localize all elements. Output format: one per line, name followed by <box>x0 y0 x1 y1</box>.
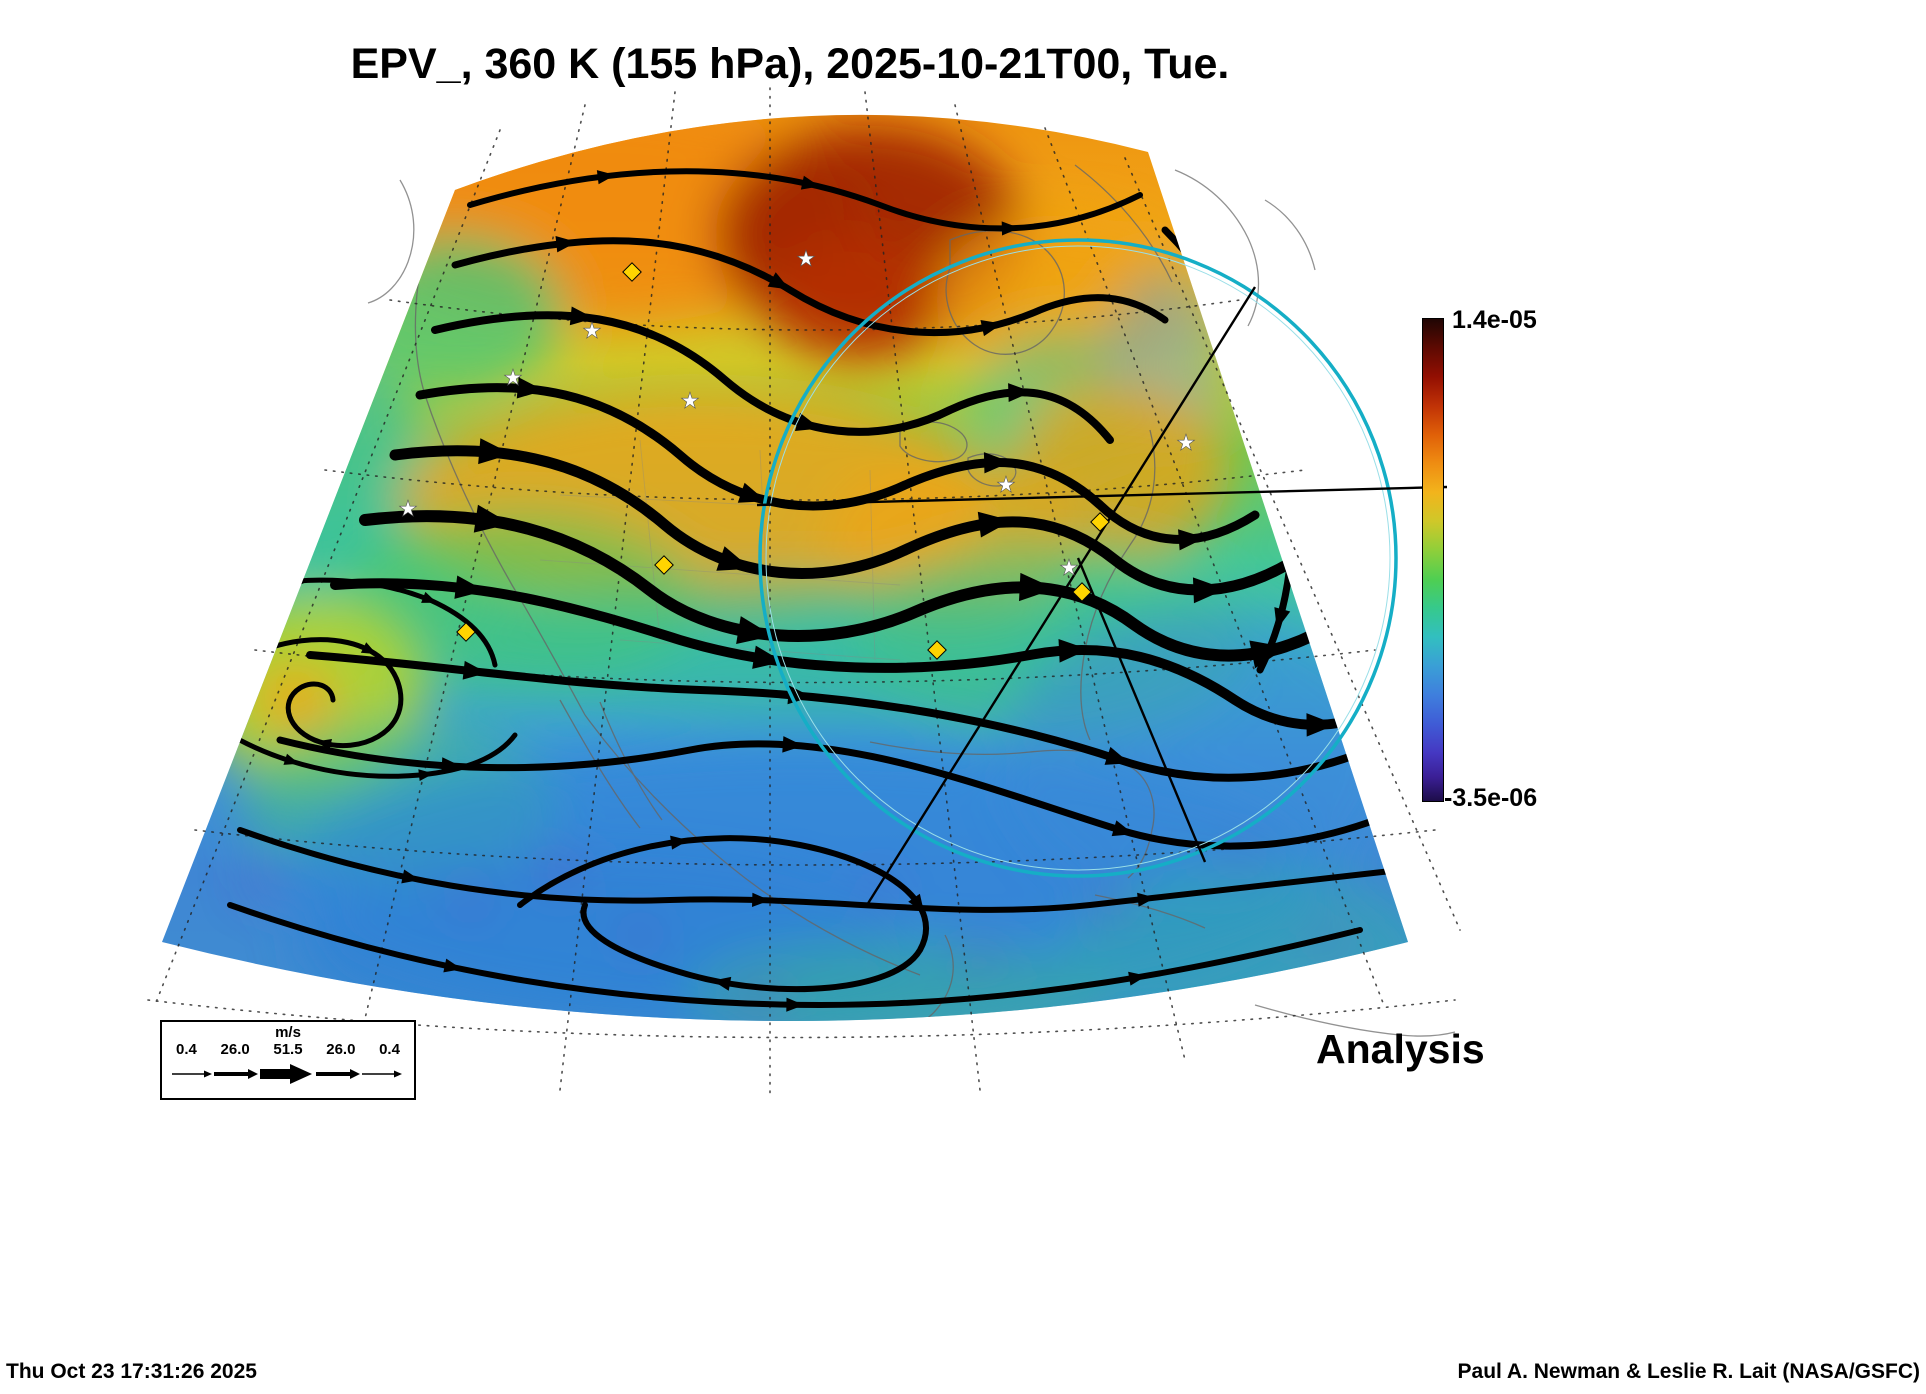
streamline-arrowhead-icon <box>555 235 577 253</box>
streamline-arrowhead-icon <box>478 438 512 465</box>
streamline-arrowhead-icon <box>716 546 752 571</box>
wind-legend-tick: 26.0 <box>326 1041 356 1058</box>
azimuth-line-horizontal <box>756 485 1448 507</box>
station-star-markers: ★ ★ ★ ★ ★ ★ ★ ★ <box>398 247 1196 582</box>
range-circle-inner <box>765 245 1391 871</box>
station-diamond-markers <box>456 262 1110 660</box>
diamond-marker-icon <box>1072 582 1092 602</box>
streamline-arrowhead-icon <box>1137 892 1156 907</box>
render-timestamp: Thu Oct 23 17:31:26 2025 <box>6 1360 257 1383</box>
streamline-arrowhead-icon <box>752 645 784 669</box>
streamline-arrowhead-icon <box>401 869 421 884</box>
wind-legend-tick: 51.5 <box>273 1041 303 1058</box>
streamline-arrowhead-icon <box>767 272 790 290</box>
streamline-arrowhead-icon <box>782 736 804 753</box>
streamline-arrowhead-icon <box>473 504 511 533</box>
streamline-arrowhead-icon <box>1019 572 1056 602</box>
streamline-arrowhead-icon <box>983 452 1011 474</box>
streamline-arrowhead-icon <box>1001 221 1020 236</box>
streamline-arrowhead-icon <box>800 175 820 190</box>
streamline-arrowhead-icon <box>516 377 545 399</box>
streamline-arrowhead-icon <box>1128 971 1147 986</box>
star-marker-icon: ★ <box>996 473 1016 498</box>
streamline-arrowhead-icon <box>596 170 616 185</box>
azimuth-line-diagonal <box>865 286 1257 906</box>
streamline-arrowhead-icon <box>1008 383 1032 403</box>
credit-text: Paul A. Newman & Leslie R. Lait (NASA/GS… <box>1457 1360 1920 1383</box>
streamline-arrowhead-icon <box>752 892 770 907</box>
star-marker-icon: ★ <box>503 366 523 391</box>
epv-field <box>162 114 1408 1021</box>
streamline-arrowhead-icon <box>441 757 463 774</box>
star-marker-icon: ★ <box>1059 556 1079 581</box>
colorbar-max-label: 1.4e-05 <box>1452 306 1537 334</box>
streamline-arrowhead-icon <box>977 511 1012 538</box>
colorbar <box>1422 318 1444 802</box>
diamond-marker-icon <box>456 622 476 642</box>
streamline-arrowhead-icon <box>737 482 767 503</box>
streamline-arrowhead-icon <box>980 320 1003 337</box>
star-marker-icon: ★ <box>680 389 700 414</box>
streamline-arrowhead-icon <box>1249 640 1287 669</box>
streamline-arrowhead-icon <box>1058 639 1089 663</box>
streamline-arrowhead-icon <box>786 997 805 1012</box>
streamline-arrowhead-icon <box>421 591 437 603</box>
diamond-marker-icon <box>927 640 947 660</box>
wind-legend-tick: 0.4 <box>176 1041 197 1058</box>
streamline-arrowhead-icon <box>443 958 463 973</box>
streamline-arrowhead-icon <box>569 306 595 326</box>
streamline-arrowhead-icon <box>794 412 821 432</box>
streamline-arrowhead-icon <box>418 769 434 781</box>
streamlines <box>197 168 1405 1012</box>
diamond-marker-icon <box>1090 512 1110 532</box>
streamline-arrowhead-icon <box>1280 475 1297 497</box>
star-marker-icon: ★ <box>796 247 816 272</box>
streamline-arrowhead-icon <box>1306 713 1337 737</box>
streamline-arrowhead-icon <box>316 739 333 751</box>
graticule <box>147 87 1461 1099</box>
star-marker-icon: ★ <box>1176 431 1196 456</box>
azimuth-lines <box>756 286 1448 906</box>
streamline-arrowhead-icon <box>462 660 488 680</box>
wind-legend-units: m/s <box>275 1024 301 1041</box>
star-marker-icon: ★ <box>398 497 418 522</box>
wind-legend-tick: 0.4 <box>379 1041 400 1058</box>
wind-legend-arrow-scale <box>172 1064 402 1084</box>
streamline-arrowhead-icon <box>908 893 925 913</box>
streamline-arrowhead-icon <box>670 835 689 850</box>
streamline-arrowhead-icon <box>1104 746 1130 765</box>
streamline-arrowhead-icon <box>454 575 486 599</box>
wind-legend-tick: 26.0 <box>220 1041 250 1058</box>
streamline-arrowhead-icon <box>283 753 300 765</box>
wind-speed-legend: m/s 0.4 26.0 51.5 26.0 0.4 <box>160 1020 416 1100</box>
streamline-arrowhead-icon <box>360 642 377 655</box>
streamline-arrowhead-icon <box>712 976 732 991</box>
streamline-arrowhead-icon <box>1274 607 1291 630</box>
page-title: EPV_, 360 K (155 hPa), 2025-10-21T00, Tu… <box>350 40 1230 88</box>
coastlines-outside-domain <box>367 169 1456 1037</box>
streamline-arrowhead-icon <box>1192 577 1226 604</box>
diamond-marker-icon <box>654 555 674 575</box>
streamline-arrowhead-icon <box>1178 529 1206 551</box>
streamline-arrowhead-icon <box>736 616 774 645</box>
range-circle <box>758 238 1398 878</box>
azimuth-line-south <box>1076 557 1207 863</box>
diamond-marker-icon <box>622 262 642 282</box>
wind-legend-ticks: 0.4 26.0 51.5 26.0 0.4 <box>162 1041 414 1058</box>
colorbar-min-label: -3.5e-06 <box>1444 784 1538 812</box>
streamline-arrowhead-icon <box>1111 820 1134 837</box>
star-marker-icon: ★ <box>582 319 602 344</box>
analysis-label: Analysis <box>1316 1026 1485 1072</box>
